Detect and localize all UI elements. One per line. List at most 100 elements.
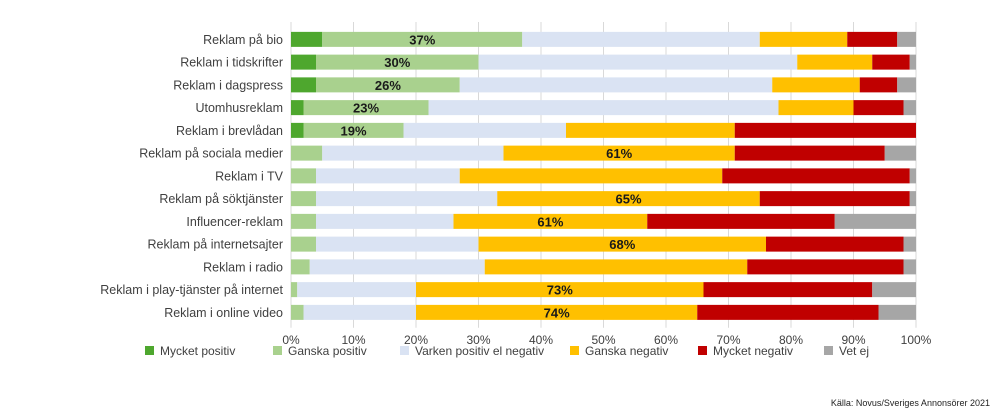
- category-label: Influencer-reklam: [186, 215, 283, 229]
- bar-segment: [291, 191, 316, 207]
- bar-segment: [291, 168, 316, 184]
- bar-segment: [747, 259, 904, 275]
- legend-label: Mycket negativ: [713, 344, 793, 358]
- x-tick-label: 30%: [466, 333, 490, 347]
- legend-label: Vet ej: [839, 344, 869, 358]
- bar-segment: [297, 282, 416, 298]
- bar-segment: [734, 145, 885, 161]
- bar-segment: [909, 168, 916, 184]
- legend-swatch: [824, 346, 833, 355]
- legend-swatch: [570, 346, 579, 355]
- bar-segment: [416, 304, 698, 320]
- bar-segment: [291, 282, 298, 298]
- bar-segment: [759, 31, 848, 47]
- data-label: 37%: [409, 32, 435, 47]
- bar-segment: [316, 213, 454, 229]
- bar-segment: [291, 100, 304, 116]
- bar-segment: [759, 191, 910, 207]
- bar-segment: [853, 100, 904, 116]
- bar-segment: [316, 191, 498, 207]
- bar-segment: [909, 54, 916, 70]
- data-label: 73%: [547, 283, 573, 298]
- bar-segment: [797, 54, 873, 70]
- bar-segment: [878, 304, 916, 320]
- category-label: Reklam i radio: [203, 260, 283, 274]
- x-tick-label: 0%: [282, 333, 300, 347]
- legend-label: Varken positiv el negativ: [415, 344, 544, 358]
- bar-segment: [416, 282, 704, 298]
- bar-segment: [722, 168, 910, 184]
- legend-swatch: [400, 346, 409, 355]
- bar-segment: [497, 191, 760, 207]
- legend: Mycket positiv Ganska positiv Varken posit…: [145, 344, 869, 358]
- bar-segment: [291, 31, 323, 47]
- data-label: 65%: [615, 192, 641, 207]
- data-label: 68%: [609, 237, 635, 252]
- category-label: Reklam i brevlådan: [176, 124, 283, 138]
- bar-segment: [859, 77, 898, 93]
- bar-segment: [322, 145, 504, 161]
- bar-segment: [703, 282, 873, 298]
- bar-segment: [291, 54, 316, 70]
- x-tick-label: 90%: [841, 333, 865, 347]
- bar-segment: [316, 168, 460, 184]
- category-label: Utomhusreklam: [195, 101, 283, 115]
- bar-segment: [903, 236, 916, 252]
- data-labels: 37% 30% 26% 23% 19% 61% 65% 61% 68% 73% 74%: [340, 32, 641, 320]
- bar-segment: [309, 259, 485, 275]
- bar-segment: [834, 213, 916, 229]
- category-label: Reklam i TV: [215, 169, 284, 183]
- x-tick-label: 50%: [591, 333, 615, 347]
- bar-segment: [303, 122, 404, 138]
- category-label: Reklam på bio: [203, 33, 283, 47]
- bar-segment: [909, 191, 916, 207]
- bar-segment: [291, 259, 310, 275]
- bar-segment: [847, 31, 898, 47]
- data-label: 74%: [544, 305, 570, 320]
- bar-segment: [291, 213, 316, 229]
- bar-segment: [903, 259, 916, 275]
- category-label: Reklam i online video: [164, 306, 283, 320]
- bar-segment: [897, 31, 916, 47]
- data-label: 23%: [353, 101, 379, 116]
- bar-segment: [453, 213, 648, 229]
- x-tick-label: 60%: [654, 333, 678, 347]
- bar-segment: [291, 122, 304, 138]
- bar-segment: [647, 213, 835, 229]
- category-label: Reklam i dagspress: [173, 78, 283, 92]
- data-label: 61%: [537, 214, 563, 229]
- bar-segment: [291, 77, 316, 93]
- category-label: Reklam på sociala medier: [139, 147, 283, 161]
- bar-segment: [697, 304, 879, 320]
- bar-segment: [316, 54, 479, 70]
- bar-segment: [484, 259, 748, 275]
- category-label: Reklam på söktjänster: [159, 192, 283, 206]
- x-tick-label: 70%: [716, 333, 740, 347]
- bar-segment: [316, 236, 479, 252]
- data-label: 30%: [384, 55, 410, 70]
- category-label: Reklam på internetsajter: [148, 238, 283, 252]
- bar-segment: [478, 54, 798, 70]
- category-label: Reklam i play-tjänster på internet: [100, 283, 283, 297]
- legend-label: Ganska negativ: [585, 344, 668, 358]
- x-tick-label: 40%: [529, 333, 553, 347]
- bar-segment: [503, 145, 735, 161]
- bar-segment: [403, 122, 566, 138]
- data-label: 61%: [606, 146, 632, 161]
- x-tick-label: 10%: [341, 333, 365, 347]
- legend-label: Ganska positiv: [288, 344, 367, 358]
- data-label: 26%: [375, 78, 401, 93]
- bar-segment: [291, 236, 316, 252]
- bar-segment: [566, 122, 735, 138]
- legend-swatch: [273, 346, 282, 355]
- bar-segment: [903, 100, 916, 116]
- source-note: Källa: Novus/Sveriges Annonsörer 2021: [831, 398, 990, 408]
- bar-segment: [872, 54, 910, 70]
- bar-segment: [478, 236, 766, 252]
- bar-segment: [772, 77, 860, 93]
- x-tick-label: 80%: [779, 333, 803, 347]
- data-label: 19%: [340, 123, 366, 138]
- bar-segment: [291, 145, 323, 161]
- bars: [291, 31, 916, 320]
